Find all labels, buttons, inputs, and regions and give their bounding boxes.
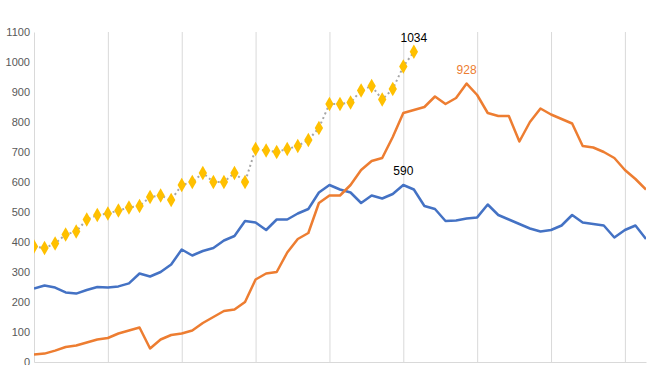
series-marker	[389, 82, 397, 96]
x-grid-line	[625, 32, 626, 362]
annotation: 928	[457, 63, 477, 77]
series-marker	[93, 208, 101, 222]
series-marker	[209, 175, 217, 189]
series-marker	[273, 145, 281, 159]
series-marker	[241, 175, 249, 189]
series-marker	[346, 95, 354, 109]
series-marker	[336, 97, 344, 111]
series-marker	[125, 200, 133, 214]
series-marker	[283, 142, 291, 156]
x-grid-line	[477, 32, 478, 362]
series-line	[34, 52, 414, 248]
y-tick-label: 900	[12, 86, 30, 98]
y-tick: 500	[12, 206, 34, 218]
series-line	[34, 84, 646, 355]
y-tick-label: 700	[12, 146, 30, 158]
series-marker	[199, 166, 207, 180]
y-tick-label: 1000	[6, 56, 30, 68]
series-marker	[188, 175, 196, 189]
x-tick	[625, 32, 626, 362]
series-marker	[146, 190, 154, 204]
series-marker	[294, 139, 302, 153]
series-marker	[378, 92, 386, 106]
chart: 0 100 200 300 400 500 600 700 800 900 1000 1100 1034…	[0, 0, 650, 365]
series-marker	[156, 188, 164, 202]
y-tick-label: 800	[12, 116, 30, 128]
y-tick-label: 300	[12, 266, 30, 278]
y-tick-label: 400	[12, 236, 30, 248]
series-marker	[367, 79, 375, 93]
x-tick	[403, 32, 404, 362]
x-tick	[477, 32, 478, 362]
y-axis: 0 100 200 300 400 500 600 700 800 900 1000 1100	[6, 26, 35, 365]
y-tick: 100	[12, 326, 34, 338]
y-tick-label: 1100	[6, 26, 30, 38]
series-marker	[315, 121, 323, 135]
x-tick	[182, 32, 183, 362]
y-tick: 900	[12, 86, 34, 98]
series-marker	[135, 199, 143, 213]
y-axis-line	[34, 33, 35, 363]
y-tick: 200	[12, 296, 34, 308]
series-marker	[399, 59, 407, 73]
series-marker	[304, 133, 312, 147]
x-grid-line	[403, 32, 404, 362]
series-marker	[357, 83, 365, 97]
series-marker	[178, 178, 186, 192]
series-marker	[72, 224, 80, 238]
x-grid-line	[108, 32, 109, 362]
annotation: 590	[393, 164, 413, 178]
x-tick	[108, 32, 109, 362]
y-tick-label: 0	[24, 356, 30, 365]
y-tick-label: 600	[12, 176, 30, 188]
series-line	[34, 185, 646, 294]
x-grid-line	[551, 32, 552, 362]
x-grid-line	[329, 32, 330, 362]
x-tick	[551, 32, 552, 362]
series-marker	[262, 143, 270, 157]
y-tick: 800	[12, 116, 34, 128]
x-axis	[35, 32, 647, 363]
series-marker	[34, 239, 38, 253]
series-marker	[114, 203, 122, 217]
y-tick-label: 200	[12, 296, 30, 308]
y-tick: 1000	[6, 56, 34, 68]
series-marker	[220, 175, 228, 189]
y-tick: 700	[12, 146, 34, 158]
y-tick-label: 100	[12, 326, 30, 338]
x-grid-line	[182, 32, 183, 362]
y-tick: 300	[12, 266, 34, 278]
series-marker	[167, 193, 175, 207]
y-tick: 1100	[6, 26, 34, 38]
series-marker	[251, 142, 259, 156]
y-tick: 600	[12, 176, 34, 188]
series-marker	[230, 166, 238, 180]
y-tick: 400	[12, 236, 34, 248]
plot-area	[34, 45, 646, 355]
series-marker	[325, 97, 333, 111]
series-marker	[104, 206, 112, 220]
series-marker	[51, 236, 59, 250]
x-axis-line	[35, 362, 647, 363]
series-marker	[61, 227, 69, 241]
annotation: 1034	[401, 31, 428, 45]
x-grid-line	[256, 32, 257, 362]
x-tick	[329, 32, 330, 362]
annotations: 1034 928 590	[393, 31, 477, 178]
y-tick-label: 500	[12, 206, 30, 218]
series-marker	[410, 45, 418, 59]
series-marker	[83, 212, 91, 226]
series-marker	[40, 241, 48, 255]
y-tick: 0	[24, 356, 34, 365]
x-tick	[256, 32, 257, 362]
